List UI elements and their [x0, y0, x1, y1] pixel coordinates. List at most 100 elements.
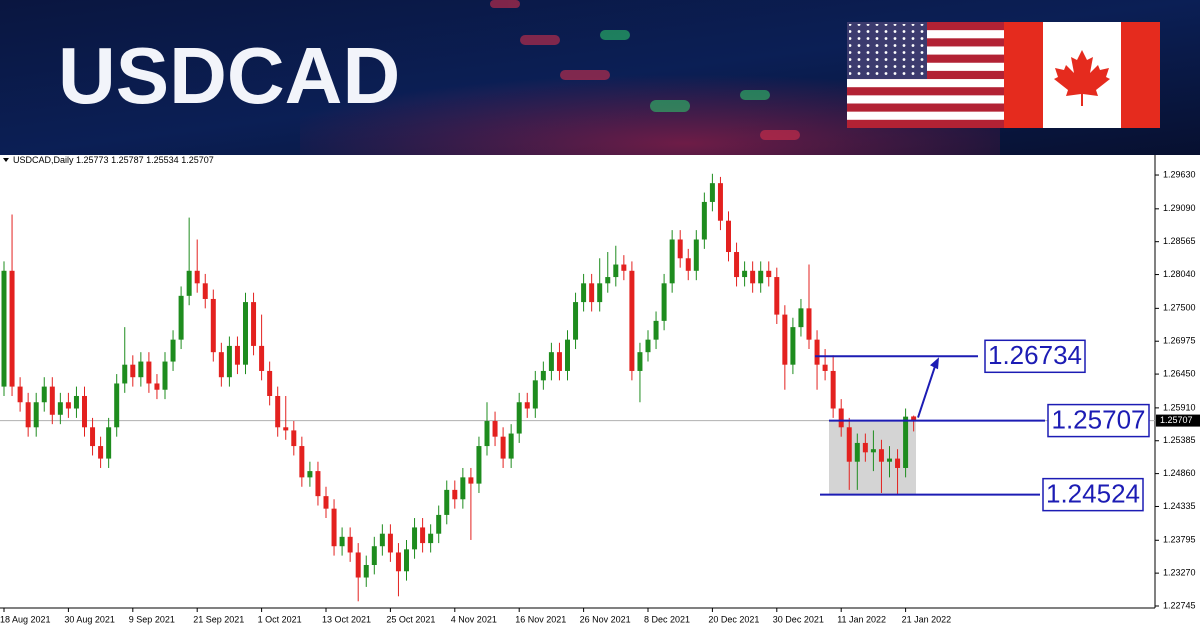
y-tick-label: 1.24335	[1163, 501, 1196, 511]
x-tick-label: 1 Oct 2021	[258, 614, 302, 624]
candle-body	[106, 427, 112, 459]
x-tick-label: 25 Oct 2021	[386, 614, 435, 624]
candle-body	[259, 345, 265, 371]
candle-body	[911, 416, 917, 421]
x-tick-label: 9 Sep 2021	[129, 614, 175, 624]
y-tick-label: 1.23270	[1163, 568, 1196, 578]
candle-body	[267, 370, 273, 396]
candle-body	[138, 361, 144, 378]
flag-canada	[1004, 22, 1160, 128]
candle-body	[532, 380, 538, 409]
level-label-box	[1042, 477, 1144, 512]
candle-body	[790, 327, 796, 365]
low: 1.25534	[146, 155, 179, 165]
candle-body	[57, 402, 63, 415]
symbol: USDCAD,Daily	[13, 155, 74, 165]
candle-body	[283, 427, 289, 431]
banner-title: USDCAD	[58, 31, 400, 120]
candle-body	[379, 533, 385, 547]
y-tick-label: 1.29090	[1163, 203, 1196, 213]
range-box	[829, 420, 916, 495]
candle-body	[766, 270, 772, 278]
candle-body	[17, 386, 23, 403]
level-label: 1.25707	[1052, 404, 1146, 434]
candle-body	[291, 430, 297, 447]
candle-body	[677, 239, 683, 259]
candle-body	[323, 496, 329, 509]
candle-body	[41, 386, 47, 403]
candle-body	[637, 352, 643, 371]
arrow-head	[930, 357, 939, 370]
candle-body	[661, 283, 667, 321]
candle-body	[218, 352, 224, 378]
candle-body	[806, 308, 812, 340]
candle-body	[556, 352, 562, 371]
candle-body	[758, 270, 764, 284]
candle-body	[524, 402, 530, 409]
candle-body	[492, 421, 498, 437]
candle-body	[194, 270, 200, 284]
candle-body	[645, 339, 651, 353]
candle-body	[331, 508, 337, 547]
y-tick-label: 1.25385	[1163, 435, 1196, 445]
candle-body	[1, 270, 7, 387]
level-label-box	[984, 339, 1086, 374]
symbol-info: USDCAD,Daily 1.25773 1.25787 1.25534 1.2…	[13, 155, 214, 165]
candle-body	[162, 361, 168, 390]
y-tick-label: 1.26450	[1163, 368, 1196, 378]
candle-body	[734, 252, 740, 278]
candle-body	[581, 283, 587, 303]
y-tick-label: 1.22745	[1163, 600, 1196, 610]
candle-body	[387, 533, 393, 553]
level-label: 1.24524	[1046, 479, 1140, 509]
price-tag	[1156, 414, 1200, 427]
candle-body	[500, 436, 506, 459]
candle-body	[154, 383, 160, 390]
candle-body	[33, 402, 39, 428]
candle-body	[412, 527, 418, 550]
candle-body	[186, 270, 192, 296]
candle-body	[146, 361, 152, 384]
x-tick-label: 4 Nov 2021	[451, 614, 497, 624]
candle-body	[355, 552, 361, 578]
candle-body	[701, 201, 707, 240]
x-tick-label: 21 Sep 2021	[193, 614, 244, 624]
y-tick-label: 1.26975	[1163, 336, 1196, 346]
y-tick-label: 1.27500	[1163, 303, 1196, 313]
candle-body	[782, 314, 788, 365]
candle-body	[468, 477, 474, 484]
candle-body	[774, 277, 780, 315]
x-tick-label: 21 Jan 2022	[902, 614, 952, 624]
y-tick-label: 1.24860	[1163, 468, 1196, 478]
candle-body	[717, 183, 723, 221]
candle-body	[621, 264, 627, 271]
candle-body	[202, 283, 208, 299]
candle-body	[347, 536, 353, 553]
candle-body	[460, 477, 466, 500]
level-label-box	[1047, 403, 1150, 438]
open: 1.25773	[76, 155, 109, 165]
candle-body	[371, 546, 377, 565]
candle-body	[669, 239, 675, 284]
candle-body	[25, 402, 31, 428]
candle-body	[870, 449, 876, 453]
candle-body	[275, 395, 281, 428]
candle-body	[709, 183, 715, 202]
x-tick-label: 8 Dec 2021	[644, 614, 690, 624]
candle-body	[565, 339, 570, 371]
candle-body	[363, 564, 369, 578]
candle-body	[838, 408, 844, 428]
candle-body	[428, 533, 434, 544]
candle-body	[444, 489, 450, 515]
candle-body	[685, 258, 691, 271]
candle-body	[73, 395, 79, 409]
candle-body	[750, 270, 756, 284]
candle-body	[90, 427, 96, 447]
x-tick-label: 11 Jan 2022	[837, 614, 886, 624]
y-tick-label: 1.25910	[1163, 402, 1196, 412]
candle-body	[540, 370, 546, 381]
arrow-shaft	[917, 365, 936, 418]
high: 1.25787	[111, 155, 144, 165]
candle-body	[887, 458, 892, 462]
